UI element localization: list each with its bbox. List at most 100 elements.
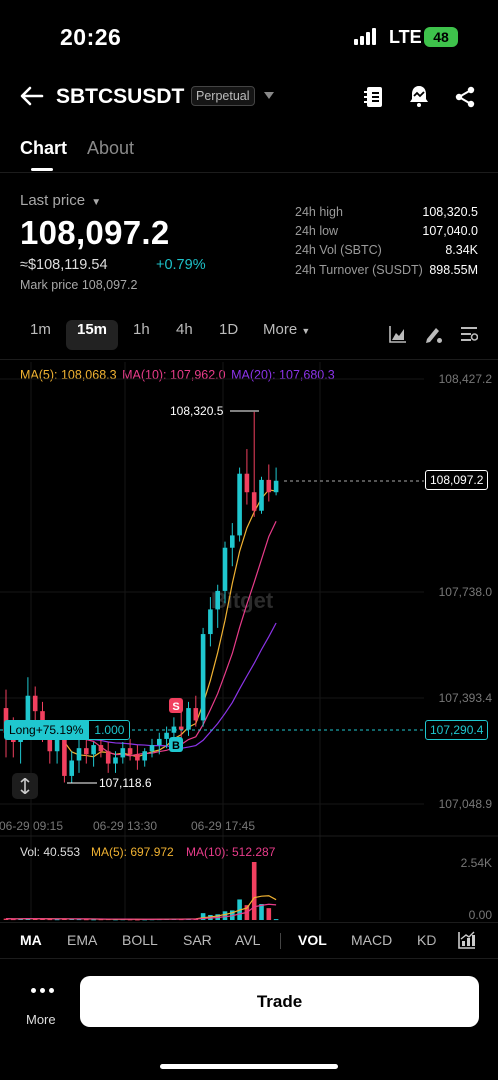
interval-15m[interactable]: 15m [77,321,108,338]
chart-settings-icon[interactable] [460,325,478,343]
candle [54,738,60,752]
stat-row: 24h high 108,320.5 [295,205,478,224]
volume-bar [54,919,60,921]
low-annotation: 107,118.6 [99,776,152,790]
sell-marker-label: S [172,701,179,713]
volume-bar [135,919,140,921]
drawing-tools-icon[interactable] [424,325,443,344]
more-dots-icon[interactable] [31,988,54,993]
position-label[interactable]: Long+75.19% 1.000 [4,720,131,740]
stat-value: 108,320.5 [422,205,478,219]
indicator-settings-icon[interactable] [458,931,476,949]
indicator-tab-macd[interactable]: MACD [351,932,393,948]
volume-bar [273,919,279,921]
volume-bar [266,908,272,920]
indicator-tab-sar[interactable]: SAR [183,932,212,948]
volume-bar [32,918,38,920]
stat-value: 8.34K [445,243,478,258]
last-price-label-text: Last price [20,192,86,209]
candle [91,745,96,755]
candle [149,745,155,752]
candle [135,754,140,761]
stat-value: 898.55M [429,262,478,277]
divider [0,359,498,360]
time-axis-label: 06-29 17:45 [191,819,255,833]
indicator-separator [280,933,281,949]
pair-title[interactable]: SBTCSUSDT [56,85,185,108]
more-label[interactable]: More [26,1012,56,1027]
vertical-arrows-icon [20,778,30,794]
stat-label: 24h low [295,224,339,239]
volume-bar [251,862,257,920]
candle [171,726,177,733]
divider [0,958,498,959]
indicator-tab-boll[interactable]: BOLL [122,932,158,948]
candle [273,480,279,493]
price-alert-icon[interactable] [408,84,430,108]
current-price-tag: 108,097.2 [425,470,489,490]
volume-ma5-label: MA(5): 697.972 [91,845,174,859]
ma-lines [5,489,277,758]
mark-price: Mark price 108,097.2 [20,278,138,292]
candle [200,634,206,721]
candle [142,751,147,761]
indicator-tab-ema[interactable]: EMA [67,932,98,948]
stats-panel: 24h high 108,320.5 24h low 107,040.0 24h V… [295,205,478,282]
volume-bar [84,919,89,921]
candle [259,479,264,511]
status-time: 20:26 [60,24,122,50]
candle [157,738,162,746]
tab-about[interactable]: About [87,138,135,158]
candle [230,535,235,548]
kline-chart[interactable]: Bitget 108,320.5 107,118.6 S B 108,427.2… [0,360,498,925]
candle [164,732,169,739]
candle [193,708,199,721]
tab-active-indicator [31,168,53,171]
candle [215,590,220,610]
indicator-tab-avl[interactable]: AVL [235,932,261,948]
time-axis-label: 06-29 13:30 [93,819,157,833]
candle [25,695,31,727]
volume-label: Vol: 40.553 [20,845,80,859]
interval-more-label: More [263,321,298,338]
chevron-down-icon: ▼ [301,326,311,336]
position-size: 1.000 [88,720,131,740]
back-arrow-icon[interactable] [20,86,44,106]
network-label: LTE [389,27,422,47]
candle [62,738,67,776]
indicator-tab-ma[interactable]: MA [20,932,42,948]
orders-book-icon[interactable] [363,85,385,109]
interval-1m[interactable]: 1m [30,321,51,338]
last-price-label[interactable]: Last price ▼ [20,192,101,209]
stat-row: 24h Vol (SBTC) 8.34K [295,243,478,262]
buy-marker [169,737,183,752]
tab-chart[interactable]: Chart [20,138,68,158]
interval-1h[interactable]: 1h [133,321,150,338]
volume-bars [3,862,279,921]
candle [244,473,250,493]
volume-bar [11,919,16,921]
interval-4h[interactable]: 4h [176,321,193,338]
signal-icon [354,28,376,45]
candle [208,609,213,635]
volume-bar [200,913,206,920]
battery-icon: 48 [424,27,458,47]
trade-button[interactable]: Trade [80,976,479,1027]
interval-1d[interactable]: 1D [219,321,239,338]
chart-style-icon[interactable] [389,325,407,343]
volume-bar [3,918,9,920]
share-icon[interactable] [454,86,476,108]
sell-marker [169,698,183,713]
stat-label: 24h Turnover (SUSDT) [295,262,423,277]
indicator-tab-vol[interactable]: VOL [298,932,327,948]
price-axis-label: 108,427.2 [439,372,493,386]
buy-marker-label: B [172,740,180,752]
battery-level: 48 [433,29,449,45]
candle [98,745,104,752]
candle [178,726,184,730]
pair-dropdown-icon[interactable] [264,92,274,100]
contract-type-badge: Perpetual [191,86,255,106]
stat-label: 24h high [295,205,343,219]
interval-more[interactable]: More ▼ [263,321,310,338]
expand-vertical-button[interactable] [12,773,38,799]
